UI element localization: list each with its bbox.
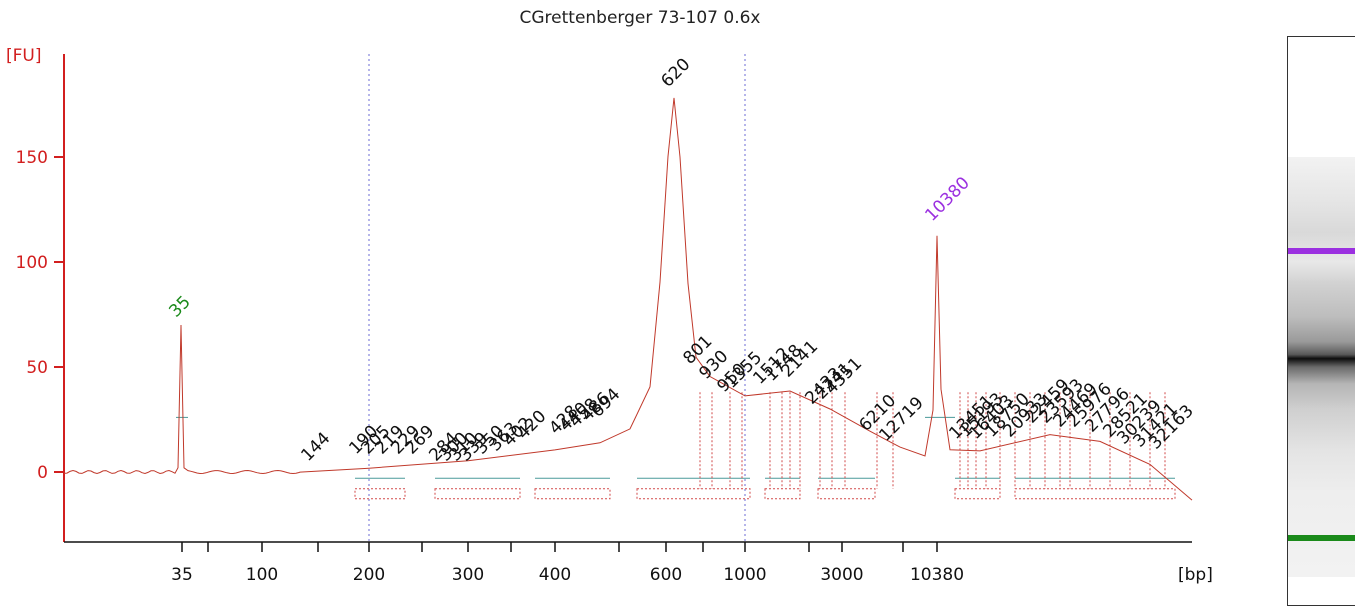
x-tick-label: 3000 bbox=[820, 565, 863, 585]
x-tick-label: 35 bbox=[171, 565, 193, 585]
chart-title: CGrettenberger 73-107 0.6x bbox=[520, 8, 761, 28]
peak-annotations: 144 1902052192292692843003103393503634024… bbox=[297, 331, 1197, 465]
peak-label-35: 35 bbox=[165, 292, 194, 321]
gel-upper-marker-band bbox=[1288, 248, 1355, 254]
y-ticks: 0 50 100 150 bbox=[16, 148, 64, 483]
peak-label-620: 620 bbox=[657, 54, 694, 91]
x-ticks: 35 100 200 300 400 600 1000 3000 10380 bbox=[171, 542, 964, 585]
y-tick-label: 150 bbox=[16, 148, 48, 168]
y-tick-label: 50 bbox=[26, 358, 48, 378]
electropherogram-chart: CGrettenberger 73-107 0.6x [FU] [bp] 0 50… bbox=[6, 8, 1213, 585]
x-tick-label: 200 bbox=[353, 565, 385, 585]
y-tick-label: 0 bbox=[37, 463, 48, 483]
peak-labels: 35 620 10380 bbox=[165, 54, 973, 321]
trace-line bbox=[63, 97, 1193, 501]
gel-lower-marker-band bbox=[1288, 535, 1355, 541]
peak-region bbox=[817, 488, 876, 500]
x-axis-label: [bp] bbox=[1178, 565, 1213, 585]
y-axis-label: [FU] bbox=[6, 46, 42, 66]
peak-label-10380: 10380 bbox=[921, 173, 973, 225]
x-tick-label: 300 bbox=[452, 565, 484, 585]
x-tick-label: 400 bbox=[539, 565, 571, 585]
peak-annotation: 144 bbox=[297, 428, 334, 465]
peak-region bbox=[764, 488, 801, 500]
gel-image bbox=[1287, 36, 1355, 606]
ladder-guides bbox=[368, 54, 746, 542]
peak-region bbox=[1014, 488, 1176, 500]
x-tick-label: 10380 bbox=[910, 565, 964, 585]
peak-region bbox=[534, 488, 611, 500]
peak-region bbox=[354, 488, 406, 500]
y-tick-label: 100 bbox=[16, 253, 48, 273]
x-tick-label: 600 bbox=[650, 565, 682, 585]
peak-baselines bbox=[176, 392, 1176, 500]
gel-lane bbox=[1288, 157, 1355, 577]
peak-region bbox=[954, 488, 1001, 500]
peak-region bbox=[434, 488, 521, 500]
x-tick-label: 1000 bbox=[723, 565, 766, 585]
x-tick-label: 100 bbox=[246, 565, 278, 585]
peak-region bbox=[636, 488, 751, 500]
